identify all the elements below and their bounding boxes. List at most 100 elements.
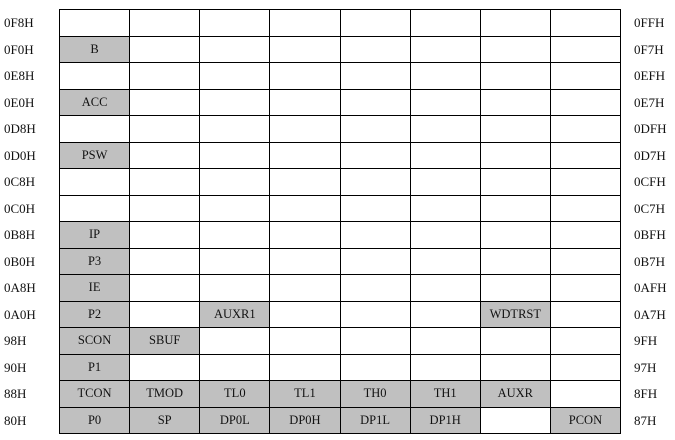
empty-cell <box>409 168 481 196</box>
sfr-row <box>58 194 622 222</box>
sfr-row: SCON SBUF <box>58 327 622 355</box>
empty-cell <box>479 9 551 37</box>
address-label-start: 0D8H <box>4 121 36 136</box>
empty-cell <box>339 274 411 302</box>
address-label-end: 0B7H <box>634 253 666 269</box>
register-cell: P3 <box>58 247 131 275</box>
empty-cell <box>549 115 622 143</box>
address-label-end: 87H <box>634 412 657 428</box>
empty-cell <box>549 194 622 222</box>
empty-cell <box>409 62 481 90</box>
empty-cell <box>339 62 411 90</box>
empty-cell <box>129 274 201 302</box>
empty-cell <box>129 221 201 249</box>
empty-cell <box>339 9 411 37</box>
empty-cell <box>339 168 411 196</box>
register-cell: TMOD <box>129 380 201 408</box>
sfr-row <box>58 9 622 37</box>
address-label-end: 8FH <box>634 386 658 401</box>
address-label-start: 0E0H <box>4 94 35 110</box>
address-label-start: 0C0H <box>4 200 36 216</box>
address-label-start: 0D0H <box>4 147 36 163</box>
address-label-end: 0F7H <box>634 41 664 57</box>
register-cell: IE <box>58 274 131 302</box>
empty-cell <box>269 35 341 63</box>
sfr-row: P3 <box>58 247 622 275</box>
empty-cell <box>479 35 551 63</box>
empty-cell <box>409 327 481 355</box>
empty-cell <box>269 9 341 37</box>
register-cell: TH0 <box>339 380 411 408</box>
empty-cell <box>409 35 481 63</box>
empty-cell <box>129 115 201 143</box>
sfr-row: TCON TMOD TL0 TL1 TH0 TH1 AUXR <box>58 380 622 408</box>
empty-cell <box>479 62 551 90</box>
register-cell: SCON <box>58 327 131 355</box>
sfr-row: P2 AUXR1 WDTRST <box>58 300 622 328</box>
empty-cell <box>409 274 481 302</box>
register-cell: PSW <box>58 141 131 169</box>
empty-cell <box>339 353 411 381</box>
register-cell: B <box>58 35 131 63</box>
register-cell: ACC <box>58 88 131 116</box>
empty-cell <box>129 300 201 328</box>
register-cell: AUXR1 <box>199 300 271 328</box>
empty-cell <box>129 194 201 222</box>
address-label-start: 0C8H <box>4 174 36 189</box>
sfr-row <box>58 115 622 143</box>
sfr-row: IE <box>58 274 622 302</box>
empty-cell <box>269 168 341 196</box>
empty-cell <box>549 327 622 355</box>
sfr-row <box>58 62 622 90</box>
register-cell: DP0L <box>199 406 271 434</box>
sfr-row: PSW <box>58 141 622 169</box>
sfr-row: IP <box>58 221 622 249</box>
address-label-end: 0CFH <box>634 174 666 189</box>
address-label-start: 90H <box>4 359 27 375</box>
empty-cell <box>199 115 271 143</box>
empty-cell <box>549 221 622 249</box>
empty-cell <box>479 168 551 196</box>
register-cell: IP <box>58 221 131 249</box>
address-label-end: 0C7H <box>634 200 666 216</box>
sfr-row: P1 <box>58 353 622 381</box>
empty-cell <box>269 274 341 302</box>
empty-cell <box>409 353 481 381</box>
empty-cell <box>479 141 551 169</box>
sfr-grid: B ACC PSW IP P3 IE P2 AUXR1 WDTRST SCON SBUF P1 TCON… <box>58 9 622 434</box>
empty-cell <box>479 88 551 116</box>
address-label-end: 0D7H <box>634 147 666 163</box>
address-label-end: 97H <box>634 359 657 375</box>
address-label-end: 0AFH <box>634 280 667 295</box>
address-label-end: 0DFH <box>634 121 667 136</box>
empty-cell <box>199 353 271 381</box>
address-label-end: 0EFH <box>634 68 666 83</box>
empty-cell <box>58 194 131 222</box>
empty-cell <box>199 247 271 275</box>
register-cell: TH1 <box>409 380 481 408</box>
empty-cell <box>549 380 622 408</box>
empty-cell <box>409 221 481 249</box>
empty-cell <box>549 9 622 37</box>
address-label-end: 0E7H <box>634 94 665 110</box>
address-label-end: 9FH <box>634 333 658 348</box>
empty-cell <box>199 327 271 355</box>
empty-cell <box>409 247 481 275</box>
address-label-end: 0A7H <box>634 306 666 322</box>
address-label-start: 98H <box>4 333 27 348</box>
empty-cell <box>129 141 201 169</box>
empty-cell <box>409 9 481 37</box>
register-cell: SP <box>129 406 201 434</box>
sfr-row: P0 SP DP0L DP0H DP1L DP1H PCON <box>58 406 622 434</box>
empty-cell <box>339 300 411 328</box>
sfr-row: B <box>58 35 622 63</box>
address-label-start: 0B0H <box>4 253 36 269</box>
address-label-start: 0E8H <box>4 68 35 83</box>
empty-cell <box>129 88 201 116</box>
register-cell: P2 <box>58 300 131 328</box>
empty-cell <box>479 247 551 275</box>
register-cell: AUXR <box>479 380 551 408</box>
empty-cell <box>409 194 481 222</box>
register-cell: TL1 <box>269 380 341 408</box>
empty-cell <box>549 247 622 275</box>
